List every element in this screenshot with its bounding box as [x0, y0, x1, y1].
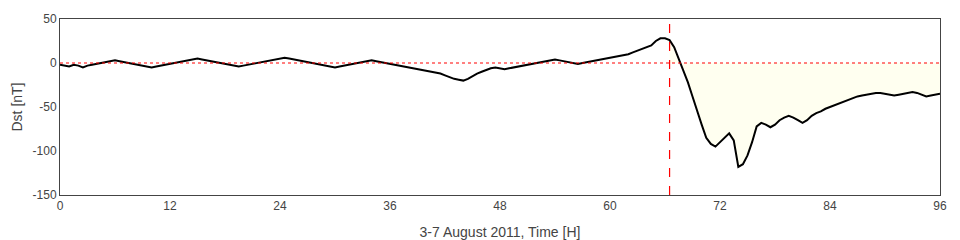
svg-text:Dst [nT]: Dst [nT]	[9, 82, 25, 131]
svg-text:48: 48	[493, 199, 507, 213]
svg-text:60: 60	[603, 199, 617, 213]
svg-text:0: 0	[57, 199, 64, 213]
svg-text:0: 0	[50, 56, 57, 70]
svg-text:-150: -150	[33, 188, 57, 202]
svg-text:3-7 August 2011, Time [H]: 3-7 August 2011, Time [H]	[420, 224, 581, 240]
svg-text:72: 72	[713, 199, 727, 213]
svg-text:24: 24	[273, 199, 287, 213]
svg-text:12: 12	[163, 199, 177, 213]
svg-text:-50: -50	[39, 100, 57, 114]
svg-text:36: 36	[383, 199, 397, 213]
svg-text:-100: -100	[33, 144, 57, 158]
svg-text:50: 50	[43, 12, 57, 26]
svg-text:96: 96	[933, 199, 947, 213]
svg-text:84: 84	[823, 199, 837, 213]
